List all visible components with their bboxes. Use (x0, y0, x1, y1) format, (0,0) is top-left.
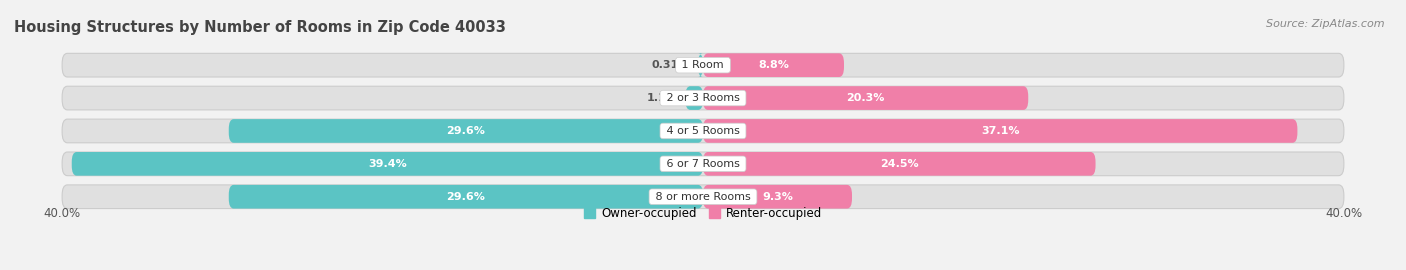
Text: 40.0%: 40.0% (1326, 207, 1362, 220)
Text: 1.1%: 1.1% (647, 93, 678, 103)
FancyBboxPatch shape (703, 53, 844, 77)
FancyBboxPatch shape (685, 86, 703, 110)
FancyBboxPatch shape (62, 185, 1344, 208)
Text: 29.6%: 29.6% (447, 192, 485, 202)
Text: 20.3%: 20.3% (846, 93, 884, 103)
Text: 1 Room: 1 Room (679, 60, 727, 70)
FancyBboxPatch shape (62, 86, 1344, 110)
FancyBboxPatch shape (697, 53, 703, 77)
Text: Housing Structures by Number of Rooms in Zip Code 40033: Housing Structures by Number of Rooms in… (14, 20, 506, 35)
Text: 40.0%: 40.0% (44, 207, 80, 220)
FancyBboxPatch shape (229, 185, 703, 208)
FancyBboxPatch shape (703, 152, 1095, 176)
Text: 6 or 7 Rooms: 6 or 7 Rooms (662, 159, 744, 169)
Text: 29.6%: 29.6% (447, 126, 485, 136)
FancyBboxPatch shape (703, 185, 852, 208)
FancyBboxPatch shape (72, 152, 703, 176)
Text: 39.4%: 39.4% (368, 159, 406, 169)
FancyBboxPatch shape (229, 119, 703, 143)
Text: 24.5%: 24.5% (880, 159, 918, 169)
Text: 2 or 3 Rooms: 2 or 3 Rooms (662, 93, 744, 103)
Text: 4 or 5 Rooms: 4 or 5 Rooms (662, 126, 744, 136)
Legend: Owner-occupied, Renter-occupied: Owner-occupied, Renter-occupied (579, 202, 827, 225)
Text: 8.8%: 8.8% (758, 60, 789, 70)
Text: Source: ZipAtlas.com: Source: ZipAtlas.com (1267, 19, 1385, 29)
Text: 8 or more Rooms: 8 or more Rooms (652, 192, 754, 202)
FancyBboxPatch shape (62, 152, 1344, 176)
Text: 37.1%: 37.1% (981, 126, 1019, 136)
FancyBboxPatch shape (703, 86, 1028, 110)
Text: 9.3%: 9.3% (762, 192, 793, 202)
FancyBboxPatch shape (703, 119, 1298, 143)
FancyBboxPatch shape (62, 119, 1344, 143)
Text: 0.31%: 0.31% (651, 60, 690, 70)
FancyBboxPatch shape (62, 53, 1344, 77)
